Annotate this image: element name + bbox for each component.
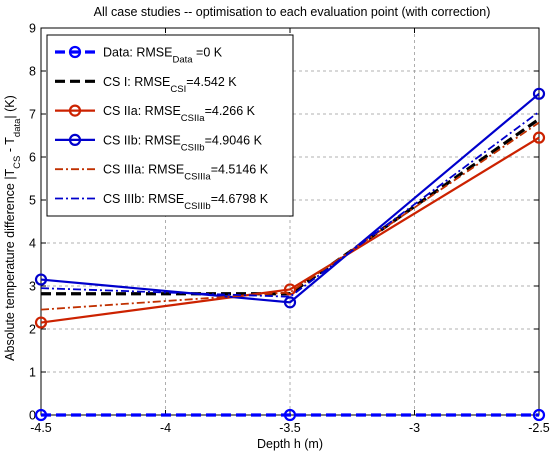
series-line-3 [40, 92, 540, 304]
y-tick-label: 2 [29, 323, 36, 337]
data-point [283, 296, 297, 309]
chart-title: All case studies -- optimisation to each… [94, 5, 491, 19]
y-tick-label: 6 [29, 151, 36, 165]
legend-swatch-marker [68, 133, 82, 146]
y-tick-label: 7 [29, 108, 36, 122]
data-point [532, 87, 546, 100]
series-line-2 [40, 136, 540, 324]
data-point [34, 408, 48, 422]
data-point [283, 408, 297, 422]
legend-label: CS I: RMSECSI=4.542 K [103, 75, 237, 95]
legend-label: CS IIIb: RMSECSIIIb=4.6798 K [103, 192, 269, 212]
y-axis-label: Absolute temperature difference |TCS - T… [3, 95, 23, 361]
series-group [34, 87, 546, 422]
data-point [34, 316, 48, 329]
y-tick-label: 9 [29, 22, 36, 36]
x-tick-label: -3.5 [279, 421, 301, 435]
x-tick-label: -4 [160, 421, 171, 435]
legend: Data: RMSEData =0 K CS I: RMSECSI=4.542 K… [46, 34, 294, 217]
legend-label: CS IIb: RMSECSIIb=4.9046 K [103, 133, 263, 153]
axes: 0 1 2 3 4 5 6 7 8 9 -4.5 -4 -3.5 -3 -2.5 [29, 22, 550, 436]
data-point [34, 273, 48, 286]
legend-swatch-marker [68, 104, 82, 117]
series-line-5 [40, 111, 540, 298]
legend-box [46, 34, 294, 217]
legend-label: Data: RMSEData =0 K [103, 46, 223, 66]
x-tick-label: -2.5 [528, 421, 550, 435]
y-tick-label: 0 [29, 409, 36, 423]
x-tick-label: -3 [409, 421, 420, 435]
y-tick-label: 5 [29, 194, 36, 208]
legend-label: CS IIIa: RMSECSIIIa=4.5146 K [103, 163, 269, 183]
data-point [532, 131, 546, 144]
series-line-4 [40, 121, 540, 311]
y-tick-label: 8 [29, 65, 36, 79]
legend-swatch-marker [68, 45, 82, 59]
y-tick-label: 3 [29, 280, 36, 294]
data-point [283, 283, 297, 296]
x-axis-label: Depth h (m) [257, 437, 323, 451]
y-tick-label: 4 [29, 237, 36, 251]
x-tick-label: -4.5 [30, 421, 52, 435]
y-tick-label: 1 [29, 366, 36, 380]
legend-label: CS IIa: RMSECSIIa=4.266 K [103, 104, 256, 124]
data-point [532, 408, 546, 422]
